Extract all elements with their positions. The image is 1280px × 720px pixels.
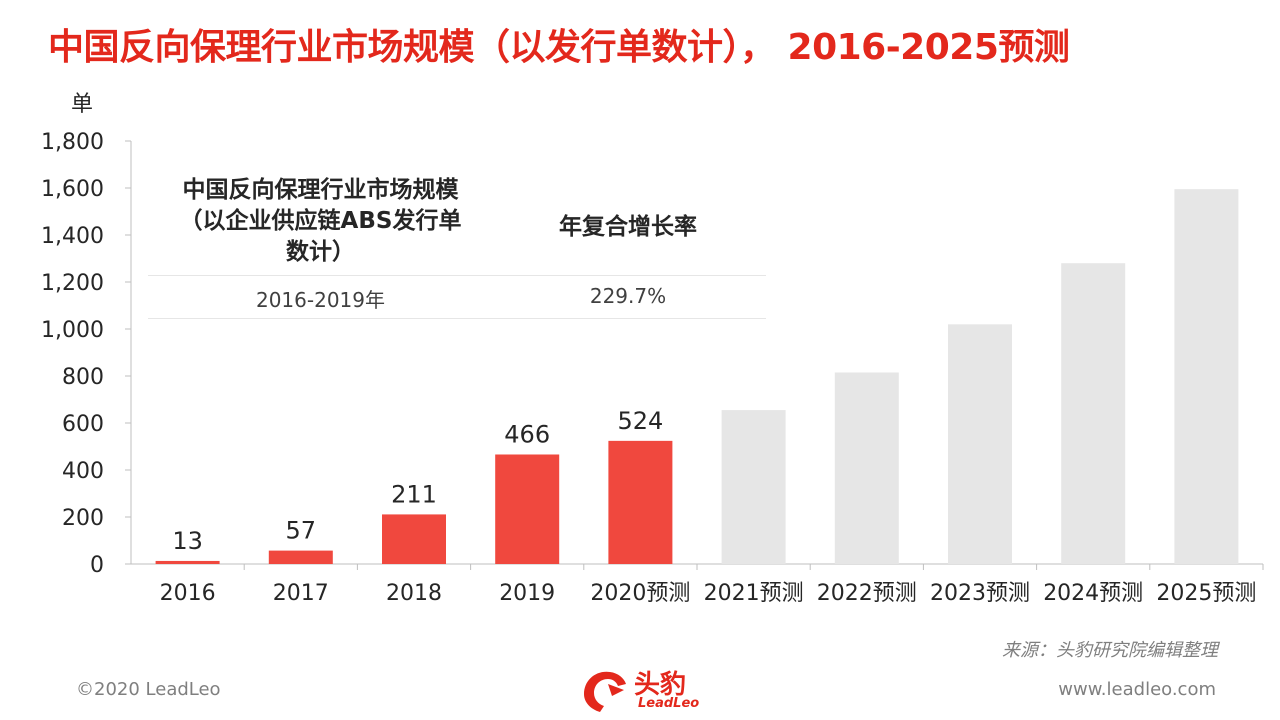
y-tick-label: 0	[90, 553, 104, 578]
y-tick-label: 400	[62, 459, 104, 484]
x-tick-label: 2017	[273, 581, 329, 606]
data-label-2019: 466	[504, 420, 550, 448]
y-tick-label: 800	[62, 365, 104, 390]
copyright: ©2020 LeadLeo	[76, 679, 221, 700]
y-tick-label: 200	[62, 506, 104, 531]
x-tick-label: 2024预测	[1043, 581, 1143, 606]
cagr-header-line-1: 中国反向保理行业市场规模	[182, 177, 459, 203]
bar-2020预测	[608, 440, 673, 564]
bar-2018	[382, 514, 446, 564]
data-label-2016: 13	[172, 527, 203, 555]
chart-bars	[155, 189, 1239, 565]
source-note: 来源：头豹研究院编辑整理	[1002, 640, 1218, 661]
logo-english: LeadLeo	[638, 696, 700, 711]
cagr-period: 2016-2019年	[255, 288, 385, 312]
x-tick-label: 2020预测	[590, 581, 690, 606]
chart-axes: 单 0 200 400 600 800 1,000 1,200 1,400 1,600 1,800	[41, 92, 1264, 578]
page-title: 中国反向保理行业市场规模（以发行单数计）， 2016-2025预测	[48, 27, 1070, 68]
chart-labels: 2016 13 2017 57 2018 211 2019 466 2020预测 524 2021预…	[160, 407, 1257, 606]
y-tick-label: 600	[62, 412, 104, 437]
y-tick-label: 1,000	[41, 318, 104, 343]
bar-2019	[495, 454, 560, 564]
cagr-table-row: 2016-2019年 229.7%	[148, 276, 766, 319]
cagr-table-rate-header: 年复合增长率	[559, 214, 697, 240]
x-tick-label: 2023预测	[930, 581, 1030, 606]
bar-2017	[268, 550, 333, 564]
cagr-header-line-2: （以企业供应链ABS发行单	[179, 208, 462, 234]
bar-2024预测	[1061, 263, 1126, 564]
website-link[interactable]: www.leadleo.com	[1058, 679, 1216, 700]
x-tick-label: 2016	[160, 581, 216, 606]
x-tick-label: 2021预测	[704, 581, 804, 606]
cagr-table: 中国反向保理行业市场规模 （以企业供应链ABS发行单 数计） 年复合增长率 20…	[148, 175, 766, 319]
bar-chart: 单02004006008001,0001,2001,4001,6001,800 …	[41, 92, 1264, 606]
bar-2022预测	[834, 372, 899, 564]
cagr-header-line-3: 数计）	[286, 239, 355, 265]
data-label-2017: 57	[286, 517, 317, 545]
bar-2016	[155, 560, 220, 564]
y-tick-label: 1,800	[41, 130, 104, 155]
y-tick-label: 1,200	[41, 271, 104, 296]
leopard-icon	[584, 671, 626, 712]
bar-2025预测	[1174, 189, 1239, 565]
x-tick-label: 2018	[386, 581, 442, 606]
cagr-table-metric-header: 中国反向保理行业市场规模 （以企业供应链ABS发行单 数计）	[148, 175, 493, 268]
logo-chinese: 头豹	[634, 670, 687, 700]
y-tick-label: 1,600	[41, 177, 104, 202]
y-axis-unit: 单	[71, 92, 93, 117]
cagr-value: 229.7%	[589, 284, 667, 308]
y-tick-label: 1,400	[41, 224, 104, 249]
data-label-2020预测: 524	[617, 407, 663, 435]
x-tick-label: 2022预测	[817, 581, 917, 606]
x-tick-label: 2019	[499, 581, 555, 606]
bar-2023预测	[948, 324, 1012, 564]
bar-2021预测	[721, 410, 786, 564]
leadleo-logo: 头豹 LeadLeo	[578, 660, 708, 718]
data-label-2018: 211	[391, 480, 437, 508]
cagr-table-header: 中国反向保理行业市场规模 （以企业供应链ABS发行单 数计） 年复合增长率	[148, 175, 766, 276]
x-tick-label: 2025预测	[1156, 581, 1256, 606]
